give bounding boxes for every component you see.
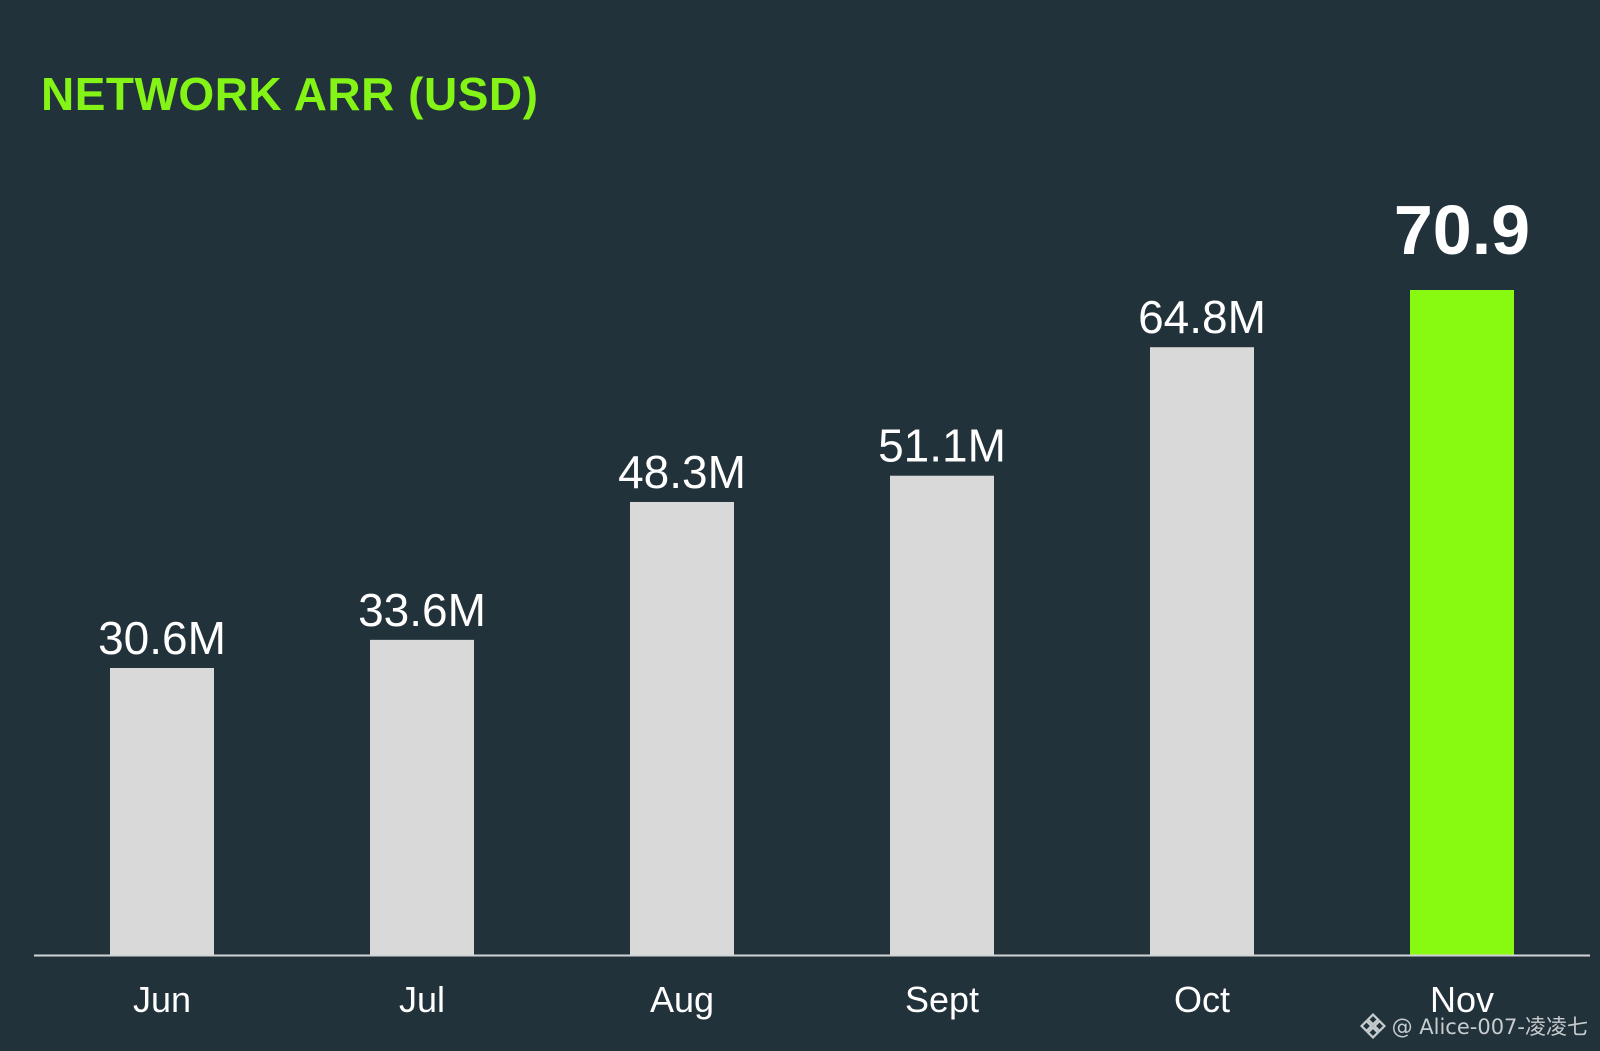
x-tick-label-jul: Jul [399, 979, 445, 1020]
x-tick-label-aug: Aug [650, 979, 714, 1020]
data-label-jun: 30.6M [98, 612, 226, 664]
watermark-text: @ Alice-007-凌凌七 [1391, 1015, 1588, 1039]
x-tick-label-sept: Sept [905, 979, 979, 1020]
data-label-sept: 51.1M [878, 420, 1006, 472]
x-tick-label-jun: Jun [133, 979, 191, 1020]
bar-aug [630, 501, 734, 955]
x-tick-label-nov: Nov [1430, 979, 1494, 1020]
data-label-aug: 48.3M [618, 446, 746, 498]
bar-jul [370, 639, 474, 955]
bar-nov [1410, 290, 1514, 955]
bar-jun [110, 667, 214, 955]
data-label-jul: 33.6M [358, 584, 486, 636]
chart-title: NETWORK ARR (USD) [41, 68, 539, 120]
watermark: @ Alice-007-凌凌七 [1359, 1011, 1588, 1041]
data-label-oct: 64.8M [1138, 291, 1266, 343]
x-tick-label-oct: Oct [1174, 979, 1230, 1020]
data-label-nov: 70.9 [1394, 191, 1530, 269]
binance-logo-icon [1359, 1013, 1386, 1039]
bar-sept [890, 475, 994, 955]
bar-oct [1150, 347, 1254, 956]
